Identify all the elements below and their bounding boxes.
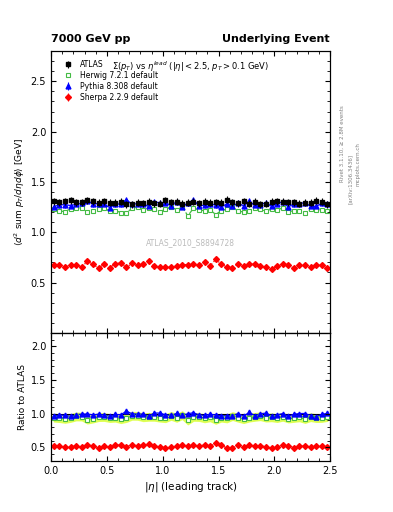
Text: Rivet 3.1.10, ≥ 2.8M events: Rivet 3.1.10, ≥ 2.8M events xyxy=(340,105,345,182)
Text: [arXiv:1306.3436]: [arXiv:1306.3436] xyxy=(348,154,353,204)
Text: $\Sigma(p_T)$ vs $\eta^{lead}$ ($|\eta| < 2.5$, $p_T > 0.1$ GeV): $\Sigma(p_T)$ vs $\eta^{lead}$ ($|\eta| … xyxy=(112,60,269,74)
Text: 7000 GeV pp: 7000 GeV pp xyxy=(51,33,130,44)
Text: Underlying Event: Underlying Event xyxy=(222,33,330,44)
Text: ATLAS_2010_S8894728: ATLAS_2010_S8894728 xyxy=(146,238,235,247)
Y-axis label: Ratio to ATLAS: Ratio to ATLAS xyxy=(18,364,27,430)
Y-axis label: $\langle d^2$ sum $p_T/d\eta d\phi\rangle$ [GeV]: $\langle d^2$ sum $p_T/d\eta d\phi\rangl… xyxy=(12,138,27,246)
Legend: ATLAS, Herwig 7.2.1 default, Pythia 8.308 default, Sherpa 2.2.9 default: ATLAS, Herwig 7.2.1 default, Pythia 8.30… xyxy=(58,58,160,104)
Text: mcplots.cern.ch: mcplots.cern.ch xyxy=(356,142,361,186)
X-axis label: $|\eta|$ (leading track): $|\eta|$ (leading track) xyxy=(143,480,238,494)
